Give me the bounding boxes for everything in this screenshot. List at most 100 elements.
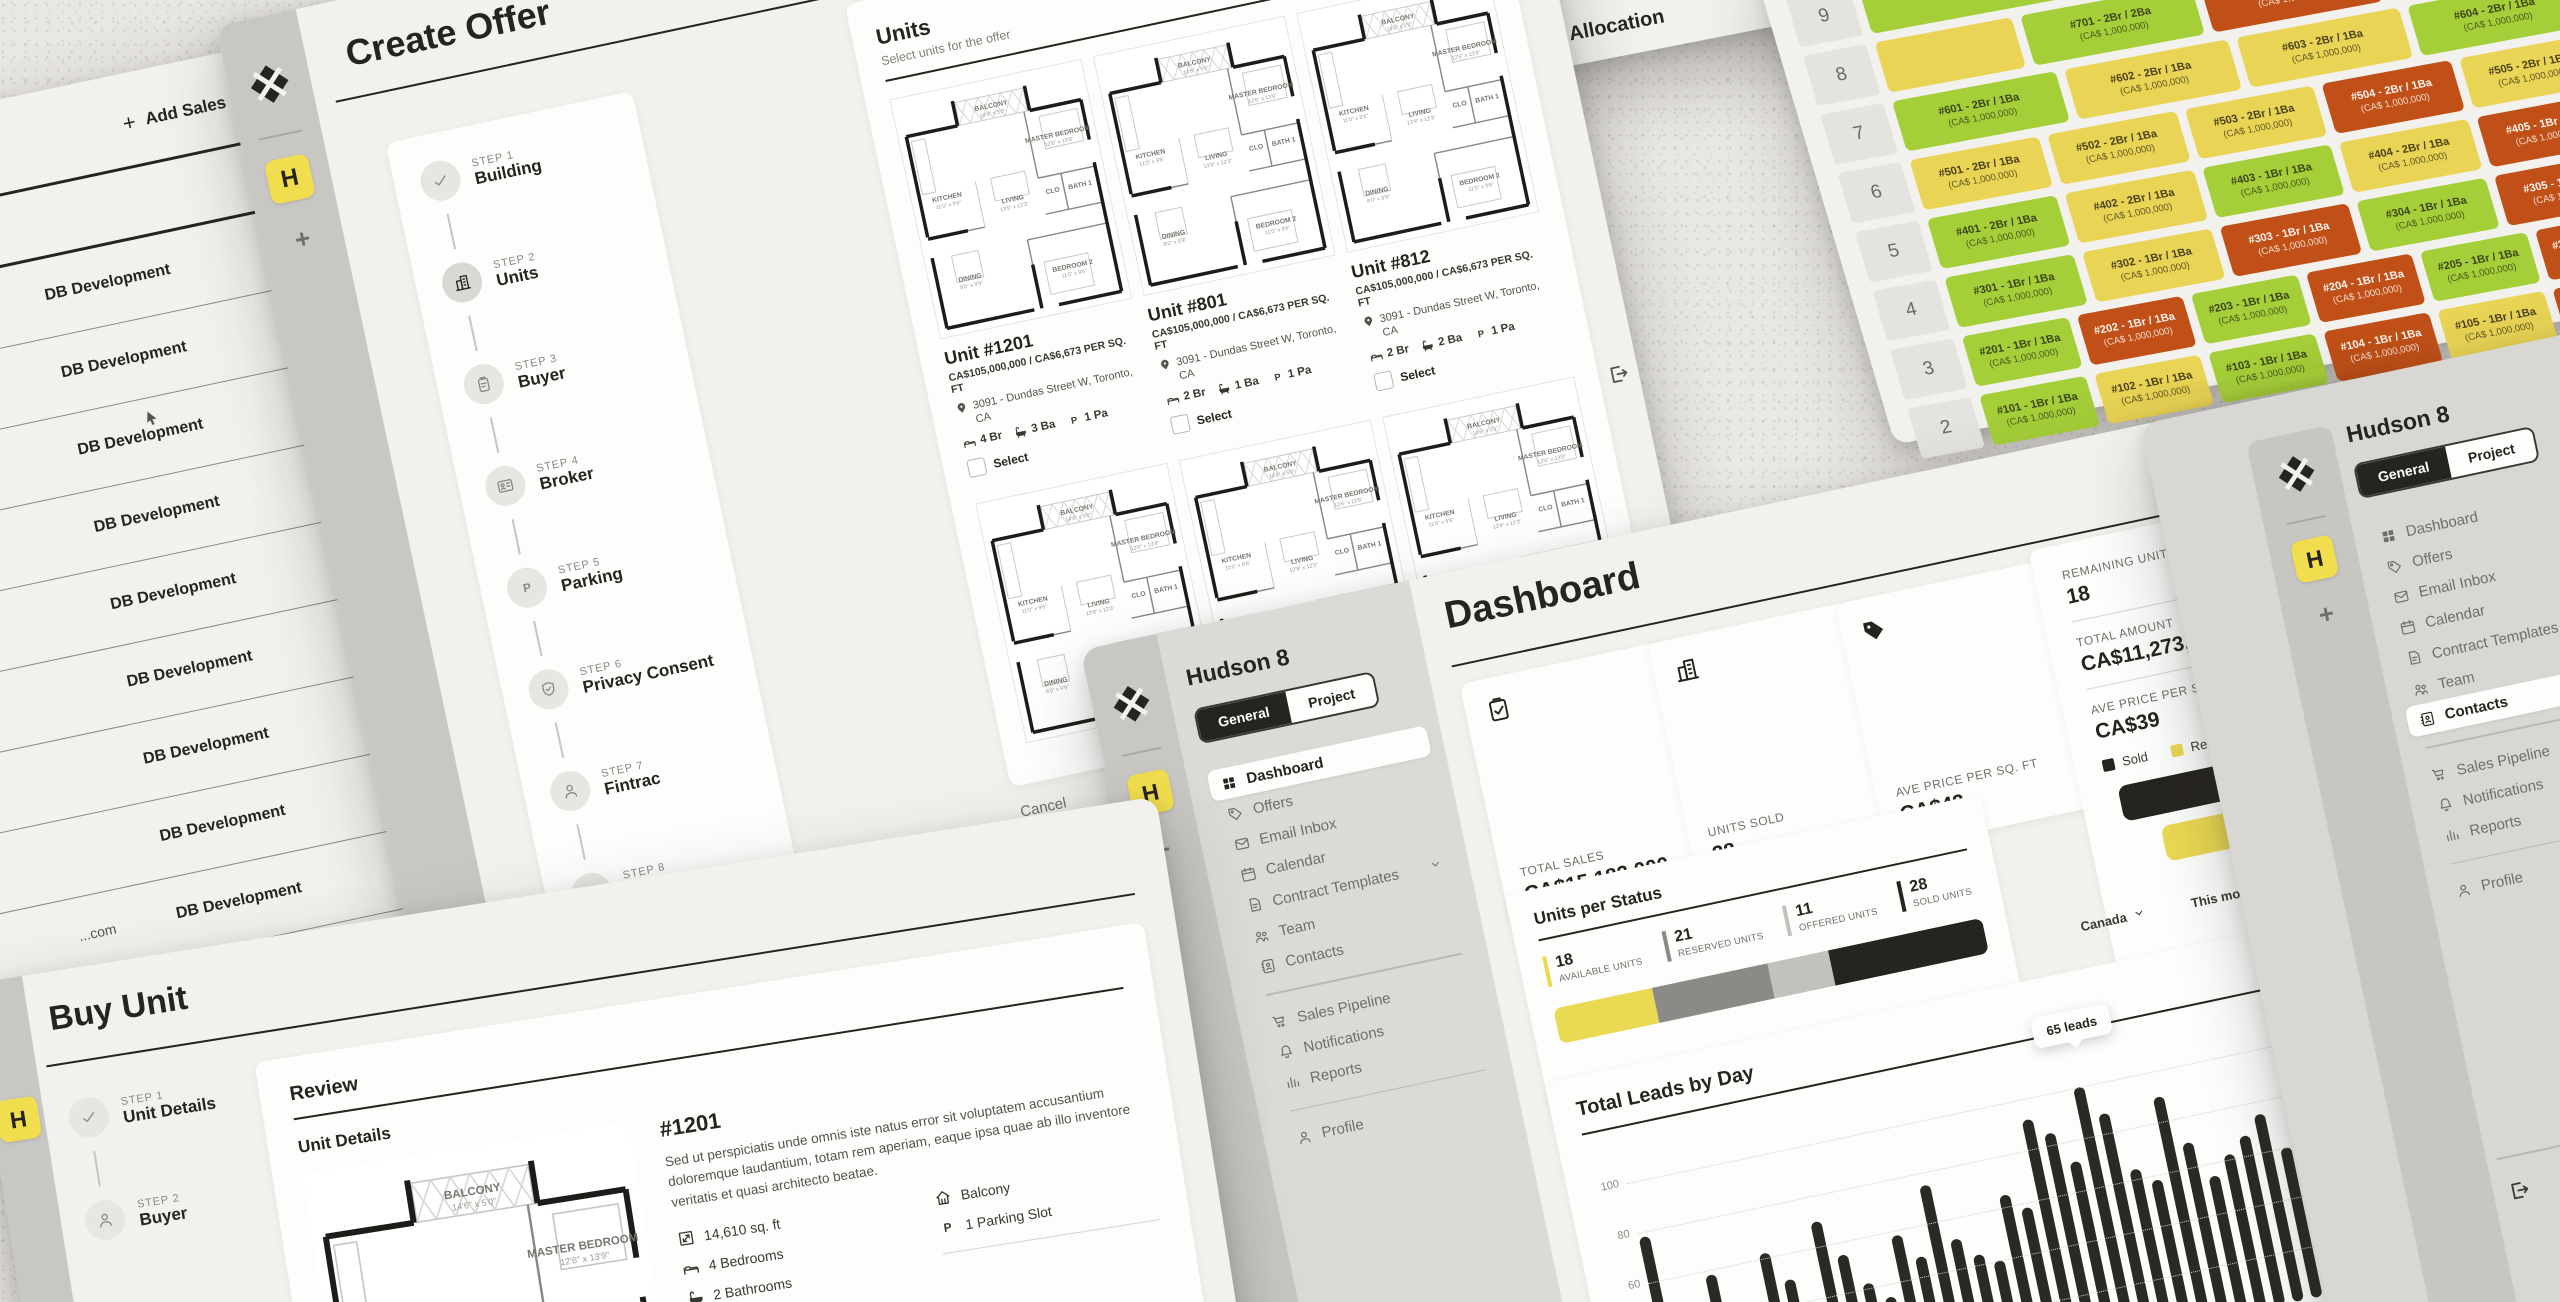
company-cell: DB Development xyxy=(174,879,304,923)
tab-project[interactable]: Project xyxy=(1285,673,1378,723)
brand-diamond-logo-icon xyxy=(246,60,294,112)
sidebar-item-profile[interactable]: Profile xyxy=(2441,792,2560,910)
region-filter-dropdown[interactable]: Canada xyxy=(2079,905,2148,936)
unit-card[interactable]: BALCONY 14'6" x 5'0" MASTER BEDROOM 12'6" x… xyxy=(1092,15,1365,436)
unit-chip[interactable]: #202 - 1Br / 1Ba (CA$ 1,000,000) xyxy=(2076,295,2197,366)
room-dims: 12'6" x 13'9" xyxy=(1334,497,1364,509)
company-cell: DB Development xyxy=(92,492,222,536)
select-checkbox[interactable] xyxy=(1373,370,1395,392)
sidebar-item-offers[interactable]: Offers xyxy=(2372,468,2560,586)
unit-floor-plan: BALCONY 14'6" x 5'0" MASTER BEDROOM 12'6" x… xyxy=(1296,0,1539,253)
grid-icon xyxy=(1222,776,1236,789)
workspace-rail: H + xyxy=(1080,634,1386,1302)
room-label: CLO xyxy=(1045,186,1060,196)
sidebar-item-team[interactable]: Team xyxy=(2398,590,2560,708)
select-checkbox[interactable] xyxy=(966,456,988,479)
unit-card[interactable]: BALCONY 14'6" x 5'0" MASTER BEDROOM 12'6" x… xyxy=(975,462,1218,743)
step-icon-circle xyxy=(546,767,594,815)
unit-chip[interactable]: #206 - 1Br / 1Ba(CA$ 1,000,000) xyxy=(2534,210,2560,281)
sidebar-item-notifications[interactable]: Notifications xyxy=(1263,994,1489,1071)
company-cell: DB Development xyxy=(125,647,255,691)
svg-text:P: P xyxy=(1477,329,1485,340)
sidebar-item-contacts[interactable]: Contacts xyxy=(1245,908,1471,985)
add-project-button[interactable]: + xyxy=(292,222,314,255)
svg-text:P: P xyxy=(1273,372,1281,383)
unit-card[interactable]: BALCONY 14'6" x 5'0" MASTER BEDROOM 12'6" x… xyxy=(889,58,1161,479)
room-label: BATH 1 xyxy=(1357,540,1382,552)
sidebar-item-reports[interactable]: Reports xyxy=(2429,736,2560,854)
wizard-step-building[interactable]: STEP 1 Building xyxy=(416,118,646,205)
sidebar-item-email-inbox[interactable]: Email Inbox xyxy=(2379,498,2560,616)
sidebar-item-email-inbox[interactable]: Email Inbox xyxy=(1219,786,1445,863)
room-dims: 12'6" x 13'9" xyxy=(1451,50,1481,62)
project-h-tile[interactable]: H xyxy=(0,1095,43,1144)
unit-chip[interactable]: #205 - 1Br / 1Ba (CA$ 1,000,000) xyxy=(2419,232,2541,302)
svg-text:P: P xyxy=(1070,415,1078,426)
cart-icon xyxy=(1272,1016,1285,1028)
room-label: CLO xyxy=(1131,590,1146,600)
step-connector xyxy=(533,620,543,657)
contact-icon xyxy=(1260,958,1275,973)
select-checkbox[interactable] xyxy=(1169,413,1192,436)
step-icon-circle xyxy=(82,1197,129,1243)
stat-card-units-sold: UNITS SOLD28 xyxy=(1647,598,1914,891)
wizard-step-privacy-consent[interactable]: STEP 6 Privacy Consent xyxy=(524,627,754,714)
room-dims: 11'0" x 9'6" xyxy=(935,200,962,211)
step-icon-circle xyxy=(481,462,530,510)
company-cell: DB Development xyxy=(141,724,271,768)
building-icon xyxy=(455,274,471,292)
document-icon xyxy=(2408,650,2421,665)
sidebar-item-calendar[interactable]: Calendar xyxy=(1226,816,1452,893)
project-h-tile[interactable]: H xyxy=(263,152,316,206)
unit-chip[interactable]: #204 - 1Br / 1Ba (CA$ 1,000,000) xyxy=(2305,253,2426,324)
unit-chip[interactable]: #201 - 1Br / 1Ba (CA$ 1,000,000) xyxy=(1961,317,2083,387)
unit-chip[interactable]: #203 - 1Br / 1Ba (CA$ 1,000,000) xyxy=(2190,274,2312,345)
sidebar-item-sales-pipeline[interactable]: Sales Pipeline xyxy=(1257,963,1483,1040)
unit-chip[interactable]: #101 - 1Br / 1Ba (CA$ 1,000,000) xyxy=(1979,375,2100,446)
chevron-down-icon xyxy=(2135,910,2143,916)
sidebar-item-dashboard[interactable]: Dashboard xyxy=(1206,725,1432,803)
tag-icon xyxy=(2387,560,2401,573)
sidebar-item-label: Profile xyxy=(1320,1115,1366,1142)
tab-general[interactable]: General xyxy=(2355,446,2452,497)
tab-general[interactable]: General xyxy=(1195,691,1293,743)
room-dims: 12'6" x 13'9" xyxy=(1130,540,1160,552)
unit-chip-label: #206 - 1Br / 1Ba xyxy=(2550,226,2560,253)
wizard-step-units[interactable]: STEP 2 Units xyxy=(438,220,667,307)
balcony-icon xyxy=(936,1190,950,1205)
sidebar-item-team[interactable]: Team xyxy=(1239,878,1465,955)
wizard-step-broker[interactable]: STEP 4 Broker xyxy=(481,424,711,510)
project-h-tile[interactable]: H xyxy=(2289,534,2340,584)
wizard-step-buyer[interactable]: STEP 2 Buyer xyxy=(82,1175,266,1243)
wizard-step-unit-details[interactable]: STEP 1 Unit Details xyxy=(66,1073,250,1141)
sidebar-item-sales-pipeline[interactable]: Sales Pipeline xyxy=(2416,676,2560,794)
floor-label: 5 xyxy=(1855,220,1933,283)
room-label: CLO xyxy=(1538,504,1553,514)
sidebar-item-calendar[interactable]: Calendar xyxy=(2385,528,2560,646)
add-project-button[interactable]: + xyxy=(2315,597,2337,631)
wizard-step-buyer[interactable]: STEP 3 Buyer xyxy=(460,322,689,408)
tab-project[interactable]: Project xyxy=(2445,428,2538,478)
sidebar-item-reports[interactable]: Reports xyxy=(1270,1024,1496,1101)
sidebar-item-dashboard[interactable]: Dashboard xyxy=(2366,437,2560,555)
unit-card[interactable]: BALCONY 14'6" x 5'0" MASTER BEDROOM 12'6" x… xyxy=(1296,0,1568,392)
person-icon xyxy=(100,1213,112,1228)
sidebar-item-contacts[interactable]: Contacts xyxy=(2404,620,2560,738)
wizard-step-parking[interactable]: P STEP 5 Parking xyxy=(503,525,732,612)
status-bar-segment xyxy=(1827,917,1990,986)
sidebar-item-notifications[interactable]: Notifications xyxy=(2423,706,2560,824)
sidebar-item-contract-templates[interactable]: Contract Templates xyxy=(1232,846,1458,924)
exit-flow-icon[interactable] xyxy=(1604,360,1634,393)
feature-label: 14,610 sq. ft xyxy=(702,1215,782,1244)
unit-feature-parking: P 1 Parking Slot xyxy=(937,1185,1157,1237)
step-connector xyxy=(93,1150,101,1187)
sidebar-item-profile[interactable]: Profile xyxy=(1282,1079,1508,1156)
sidebar-item-offers[interactable]: Offers xyxy=(1213,756,1439,833)
location-pin-icon xyxy=(1161,359,1169,369)
status-stat-reserved-units: 21 RESERVED UNITS xyxy=(1661,911,1765,963)
wizard-step-fintrac[interactable]: STEP 7 Fintrac xyxy=(546,729,776,815)
parking-icon: P xyxy=(522,580,533,595)
logout-icon[interactable] xyxy=(2505,1176,2535,1209)
sidebar-item-contract-templates[interactable]: Contract Templates xyxy=(2391,559,2560,678)
